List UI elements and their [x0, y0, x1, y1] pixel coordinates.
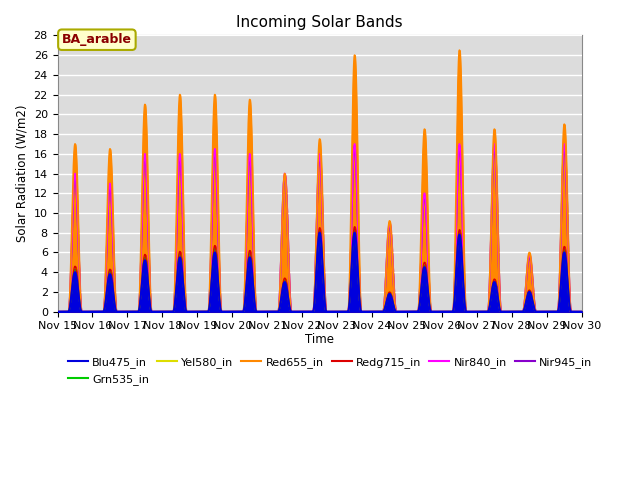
Text: BA_arable: BA_arable — [62, 33, 132, 46]
Title: Incoming Solar Bands: Incoming Solar Bands — [236, 15, 403, 30]
X-axis label: Time: Time — [305, 333, 334, 346]
Y-axis label: Solar Radiation (W/m2): Solar Radiation (W/m2) — [15, 105, 28, 242]
Legend: Blu475_in, Grn535_in, Yel580_in, Red655_in, Redg715_in, Nir840_in, Nir945_in: Blu475_in, Grn535_in, Yel580_in, Red655_… — [63, 353, 596, 389]
